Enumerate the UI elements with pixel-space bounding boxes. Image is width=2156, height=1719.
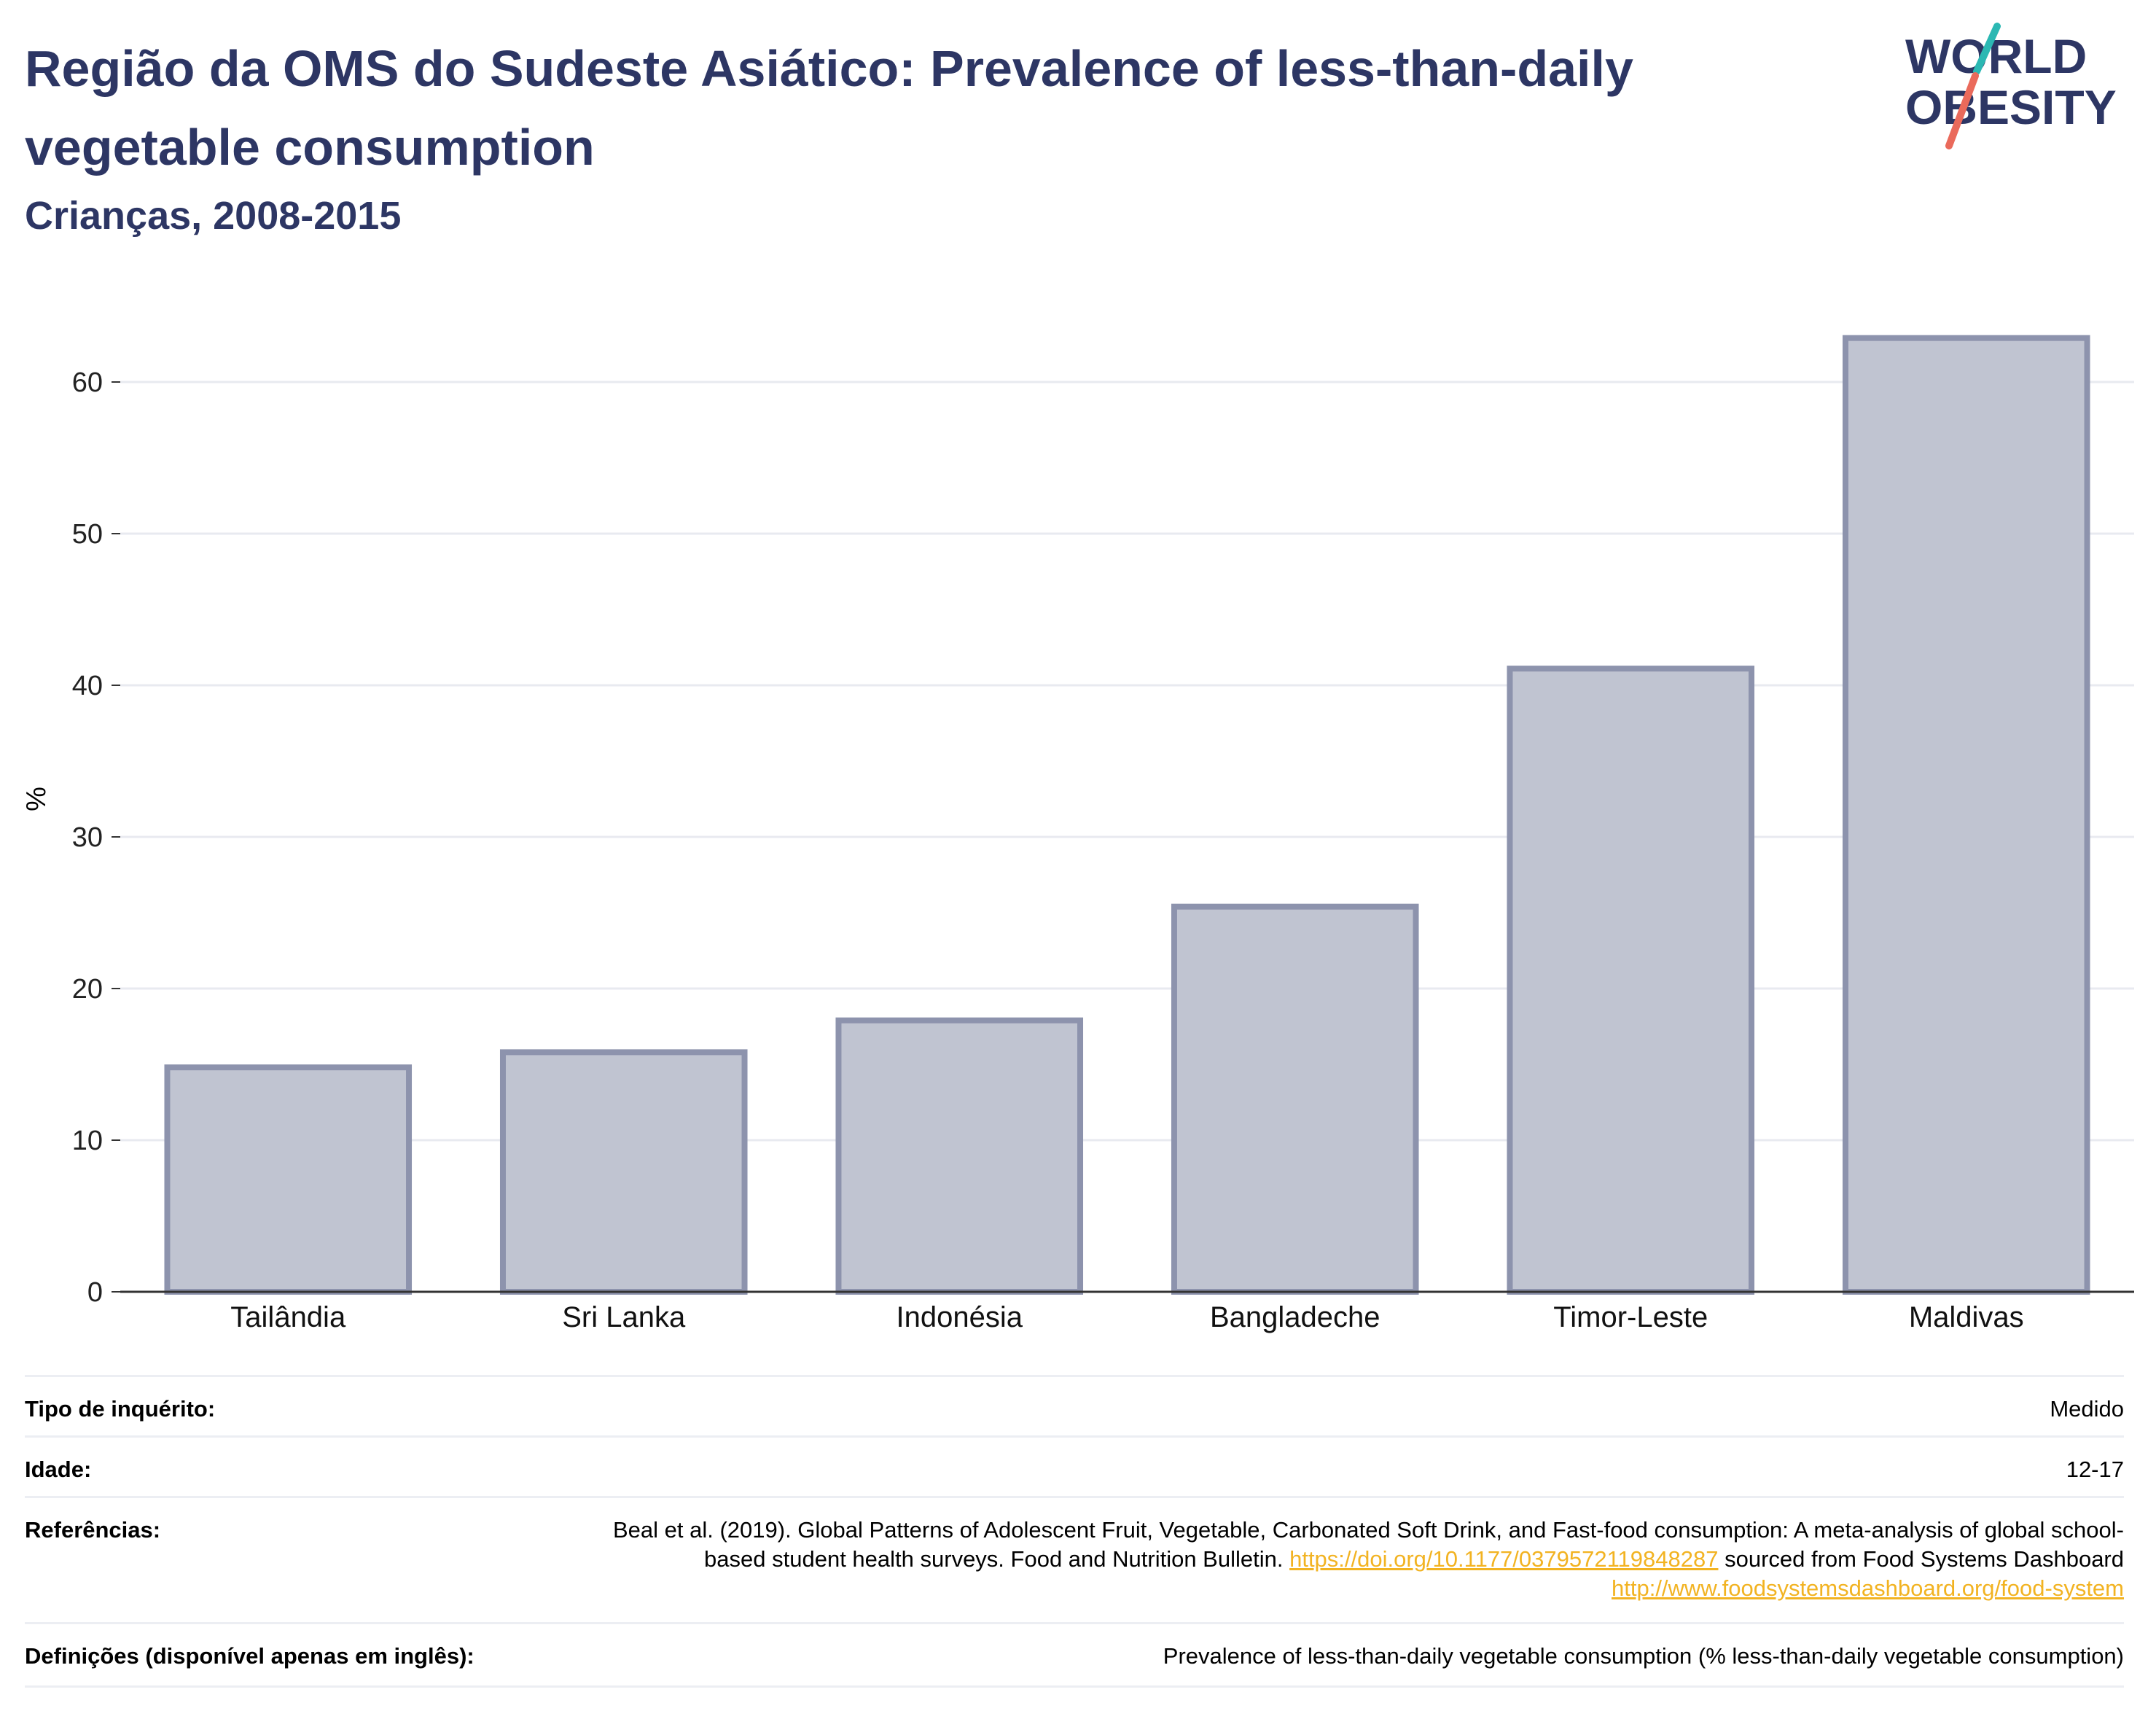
references-text-2: sourced from Food Systems Dashboard (1725, 1546, 2124, 1572)
chart-title: Região da OMS do Sudeste Asiático: Preva… (25, 40, 1633, 176)
references-link-doi[interactable]: https://doi.org/10.1177/0379572119848287 (1289, 1546, 1719, 1572)
x-category-label: Sri Lanka (562, 1301, 686, 1333)
bar-indon-sia (835, 1017, 1084, 1295)
world-obesity-logo: WORLD OBESITY (1905, 23, 2117, 149)
info-row-references: Referências: Beal et al. (2019). Global … (25, 1496, 2124, 1622)
survey-type-label: Tipo de inquérito: (25, 1396, 216, 1422)
x-axis-categories: Tailândia Sri Lanka Indonésia Bangladeche Ti… (230, 1301, 2023, 1333)
references-label: Referências: (25, 1517, 161, 1543)
y-tick-label: 0 (87, 1277, 103, 1308)
age-value: 12-17 (2066, 1457, 2124, 1482)
chart-subtitle: Crianças, 2008-2015 (25, 194, 402, 238)
info-table: Tipo de inquérito: Medido Idade: 12-17 R… (25, 1375, 2124, 1688)
bars (164, 335, 2090, 1295)
logo-slash-teal (1973, 23, 2001, 75)
references-text-1: Beal et al. (2019). Global Patterns of A… (612, 1517, 2124, 1572)
x-category-label: Bangladeche (1210, 1301, 1380, 1333)
definitions-value: Prevalence of less-than-daily vegetable … (1163, 1643, 2124, 1669)
gridlines (120, 381, 2134, 1142)
y-tick-label: 20 (72, 974, 103, 1005)
logo-line1: WORLD (1905, 29, 2087, 83)
y-tick-label: 50 (72, 519, 103, 550)
x-category-label: Maldivas (1909, 1301, 2024, 1333)
bar-maldivas (1842, 335, 2090, 1295)
y-tick-label: 60 (72, 367, 103, 398)
definitions-label: Definições (disponível apenas em inglês)… (25, 1643, 474, 1669)
x-category-label: Tailândia (230, 1301, 346, 1333)
bar-tail-ndia (164, 1064, 413, 1295)
y-tick-label: 30 (72, 822, 103, 853)
bar-chart: 0 10 20 30 40 50 60 Tailândia Sri Lanka Indonési… (21, 335, 2134, 1333)
survey-type-value: Medido (2050, 1396, 2124, 1422)
bar-sri-lanka (499, 1049, 748, 1295)
references-link-dashboard[interactable]: http://www.foodsystemsdashboard.org/food… (1612, 1575, 2124, 1601)
bar-timor-leste (1507, 666, 1755, 1295)
bar-bangladeche (1171, 903, 1419, 1295)
x-category-label: Indonésia (897, 1301, 1023, 1333)
logo-line2: OBESITY (1905, 80, 2117, 134)
info-row-definitions: Definições (disponível apenas em inglês)… (25, 1622, 2124, 1688)
age-label: Idade: (25, 1457, 92, 1482)
info-row-age: Idade: 12-17 (25, 1435, 2124, 1496)
y-axis-label: % (21, 787, 52, 811)
y-tick-label: 10 (72, 1126, 103, 1156)
references-value: Beal et al. (2019). Global Patterns of A… (564, 1498, 2124, 1603)
y-tick-label: 40 (72, 671, 103, 701)
y-axis-ticks: 0 10 20 30 40 50 60 (72, 367, 120, 1308)
info-row-survey-type: Tipo de inquérito: Medido (25, 1375, 2124, 1435)
x-category-label: Timor-Leste (1553, 1301, 1708, 1333)
logo-slash-coral (1945, 72, 1979, 149)
